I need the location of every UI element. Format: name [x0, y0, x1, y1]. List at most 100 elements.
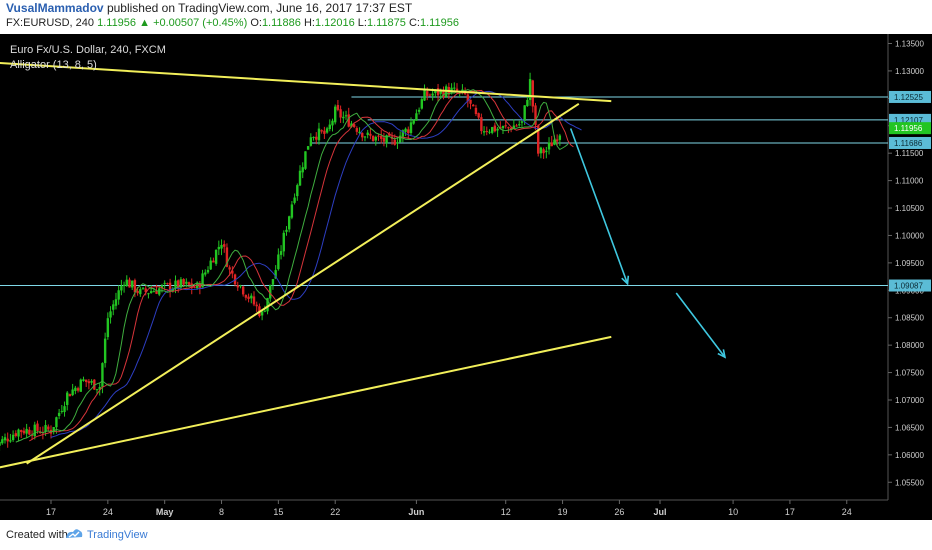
candle-body [320, 130, 323, 132]
symbol: FX:EURUSD, 240 [6, 17, 95, 29]
candle-body [82, 379, 85, 381]
candle-body [14, 433, 18, 436]
candle-body [409, 122, 413, 134]
candle-body [60, 410, 64, 412]
tradingview-brand[interactable]: TradingView [87, 529, 148, 541]
arrow-head-icon [717, 349, 727, 359]
symbol-line: FX:EURUSD, 240 1.11956 ▲ +0.00507 (+0.45… [6, 17, 459, 29]
candle-body [206, 269, 210, 273]
candle-body [87, 381, 91, 384]
candle-body [507, 127, 510, 129]
candle-body [431, 93, 434, 96]
candle-body [22, 430, 26, 434]
candle-body [52, 427, 55, 433]
candle-body [260, 311, 264, 316]
candle-body [309, 137, 313, 146]
x-tick-label: 10 [728, 507, 738, 517]
candle-body [301, 167, 304, 173]
candle-body [328, 124, 331, 130]
candle-body [106, 318, 110, 338]
candle-body [20, 430, 23, 432]
y-tick-label: 1.06000 [895, 451, 924, 460]
candle-body [125, 279, 128, 286]
candle-body [366, 132, 369, 136]
candle-body [485, 131, 488, 133]
author-link[interactable]: VusalMammadov [6, 1, 104, 15]
candle-body [547, 142, 551, 150]
open-value: 1.11886 [261, 17, 301, 29]
chart-area[interactable]: 1.135001.130001.125001.120001.115001.110… [0, 34, 932, 520]
candle-body [44, 425, 47, 432]
candle-body [304, 151, 307, 169]
candle-body [147, 293, 150, 295]
arrow-head-icon [621, 275, 630, 286]
candle-body [71, 389, 74, 396]
candle-body [160, 285, 164, 289]
x-tick-label: 17 [785, 507, 795, 517]
candle-body [553, 139, 556, 145]
candle-body [550, 142, 553, 147]
last-price: 1.11956 [97, 17, 137, 29]
candle-body [369, 133, 372, 136]
candle-body [442, 90, 445, 98]
candle-body [212, 260, 215, 263]
candle-body [233, 274, 237, 285]
x-tick-label: 12 [501, 507, 511, 517]
x-tick-label: 8 [219, 507, 224, 517]
candle-body [30, 434, 34, 436]
y-tick-label: 1.11500 [895, 149, 924, 158]
candle-body [407, 129, 410, 134]
candle-body [141, 287, 145, 289]
candle-body [139, 289, 142, 295]
candle-body [325, 128, 329, 133]
candle-body [114, 299, 118, 306]
candle-body [271, 279, 275, 285]
candle-body [342, 116, 345, 119]
candle-body [225, 247, 229, 267]
candle-body [152, 291, 156, 293]
candle-body [501, 125, 505, 129]
close-value: 1.11956 [419, 17, 459, 29]
candle-body [144, 288, 147, 293]
candle-body [168, 282, 172, 292]
price-chart[interactable]: 1.135001.130001.125001.120001.115001.110… [0, 34, 932, 520]
candle-body [482, 131, 486, 133]
candle-body [355, 128, 359, 132]
indicator-title[interactable]: Alligator (13, 8, 5) [10, 59, 97, 71]
x-tick-label: 15 [273, 507, 283, 517]
candle-body [426, 91, 429, 96]
candle-body [120, 285, 123, 291]
candle-body [558, 135, 562, 140]
candle-body [428, 94, 432, 96]
candle-body [461, 89, 464, 92]
candle-body [244, 294, 248, 298]
candle-body [434, 89, 437, 94]
low-value: 1.11875 [366, 17, 406, 29]
price-tag [889, 279, 931, 292]
candle-body [531, 80, 534, 107]
candle-body [195, 282, 199, 289]
y-tick-label: 1.05500 [895, 478, 924, 487]
candle-body [401, 130, 405, 137]
candle-body [3, 437, 7, 441]
candle-body [228, 267, 231, 270]
candle-body [504, 125, 507, 127]
chart-title: Euro Fx/U.S. Dollar, 240, FXCM [10, 44, 166, 56]
candle-body [315, 136, 318, 140]
x-tick-label: May [156, 507, 174, 517]
candle-body [520, 121, 524, 123]
candles-group [0, 72, 562, 451]
candle-body [423, 89, 426, 101]
candle-body [279, 251, 283, 255]
candle-body [393, 139, 396, 145]
candle-body [287, 216, 291, 230]
candle-body [74, 387, 77, 391]
price-tag [889, 122, 931, 135]
price-change: +0.00507 (+0.45%) [153, 17, 248, 29]
candle-body [252, 296, 256, 305]
candle-body [415, 113, 418, 121]
candle-body [95, 389, 99, 391]
price-tag-label: 1.12525 [894, 93, 923, 102]
candle-body [28, 429, 31, 435]
candle-body [6, 438, 9, 442]
